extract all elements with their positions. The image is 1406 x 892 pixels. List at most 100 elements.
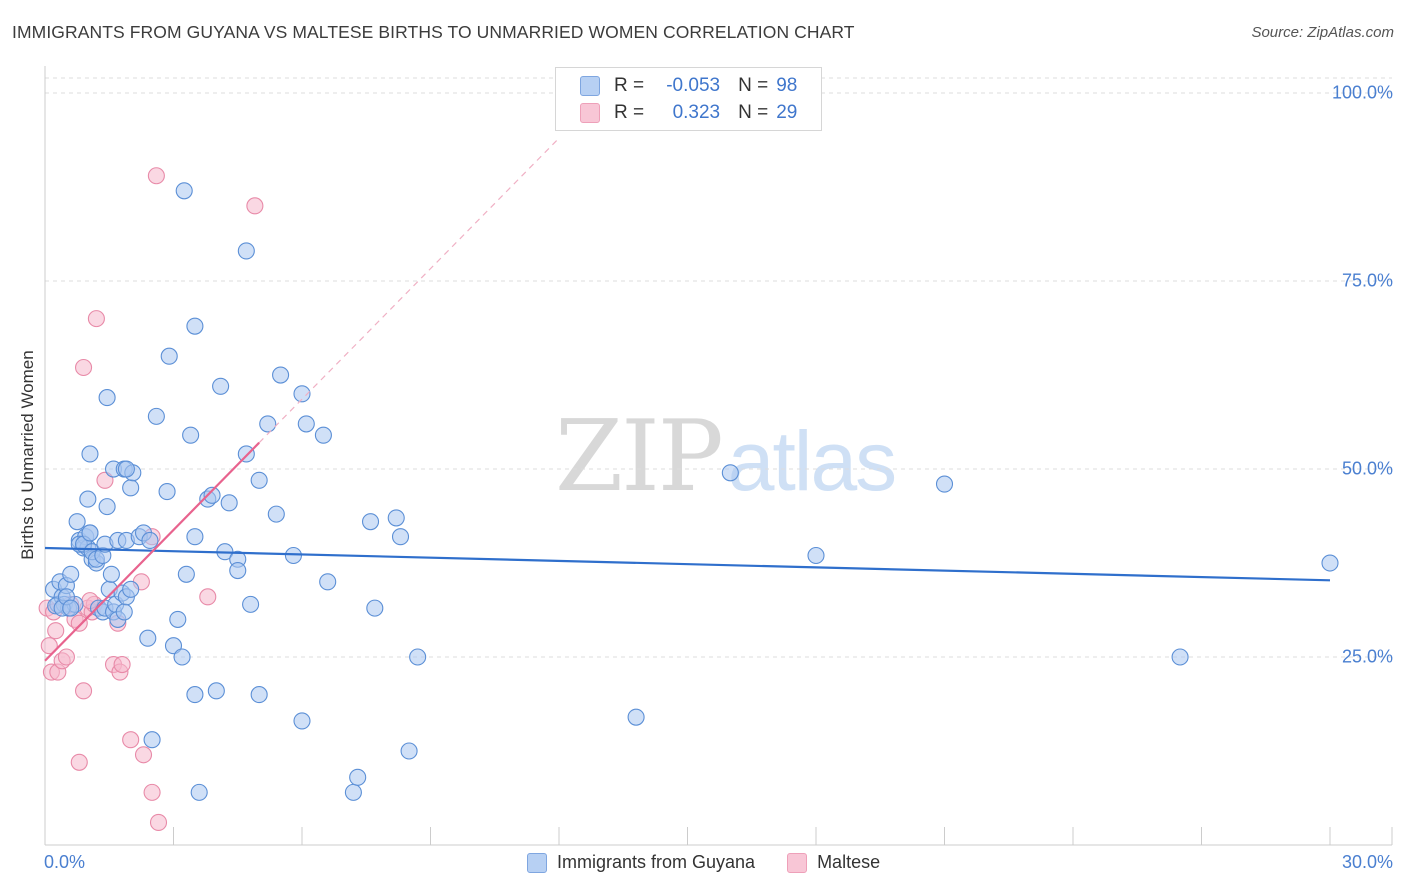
guyana-point bbox=[98, 389, 116, 407]
guyana-point bbox=[169, 610, 187, 628]
guyana-point bbox=[158, 483, 176, 501]
maltese-point bbox=[143, 783, 161, 801]
source-attribution: Source: ZipAtlas.com bbox=[1251, 24, 1394, 41]
guyana-point bbox=[122, 580, 140, 598]
series-legend-maltese: Maltese bbox=[787, 852, 880, 873]
legend-n-label: N = bbox=[738, 75, 769, 96]
guyana-point bbox=[62, 565, 80, 583]
guyana-point bbox=[366, 599, 384, 617]
legend-row-guyana: R = -0.053 N = 98 bbox=[580, 73, 797, 99]
y-tick-label: 50.0% bbox=[1341, 458, 1393, 479]
guyana-point bbox=[293, 712, 311, 730]
guyana-point bbox=[98, 498, 116, 516]
guyana-point bbox=[259, 415, 277, 433]
legend-r-value: -0.053 bbox=[666, 75, 721, 96]
guyana-point bbox=[79, 490, 97, 508]
maltese-point bbox=[147, 167, 165, 185]
guyana-point bbox=[284, 546, 302, 565]
guyana-point bbox=[297, 415, 315, 433]
watermark-zip: ZIP bbox=[555, 400, 724, 514]
guyana-point bbox=[935, 475, 954, 493]
legend-n-value: 98 bbox=[776, 75, 798, 96]
x-tick-label: 0.0% bbox=[44, 852, 86, 872]
guyana-point bbox=[267, 505, 285, 523]
guyana-point bbox=[203, 486, 221, 504]
series-label-guyana: Immigrants from Guyana bbox=[557, 852, 756, 872]
series-legend: Immigrants from Guyana Maltese bbox=[527, 852, 912, 873]
guyana-point bbox=[250, 686, 268, 704]
correlation-legend: R = -0.053 N = 98 R = 0.323 N = 29 bbox=[555, 67, 822, 131]
maltese-point bbox=[87, 310, 105, 328]
guyana-point bbox=[361, 513, 380, 531]
legend-swatch-blue bbox=[580, 76, 600, 96]
guyana-point bbox=[207, 682, 225, 700]
guyana-point bbox=[237, 242, 255, 260]
maltese-trend-line bbox=[44, 441, 260, 662]
guyana-point bbox=[190, 783, 208, 801]
guyana-trend-line bbox=[44, 546, 1331, 582]
legend-n-label: N = bbox=[738, 102, 769, 123]
guyana-point bbox=[143, 731, 161, 749]
guyana-point bbox=[139, 629, 157, 647]
guyana-point bbox=[147, 407, 165, 425]
watermark: ZIPatlas bbox=[555, 400, 897, 514]
guyana-point bbox=[177, 565, 195, 583]
maltese-point bbox=[113, 655, 131, 674]
maltese-point bbox=[40, 637, 58, 655]
guyana-point bbox=[115, 603, 133, 621]
guyana-point bbox=[62, 599, 80, 617]
guyana-point bbox=[212, 377, 230, 395]
maltese-point bbox=[134, 746, 153, 764]
guyana-point bbox=[164, 637, 183, 655]
maltese-point bbox=[96, 471, 114, 489]
guyana-point bbox=[250, 471, 268, 489]
maltese-point bbox=[75, 358, 93, 377]
guyana-point bbox=[721, 464, 739, 482]
guyana-point bbox=[68, 513, 86, 531]
maltese-trend-extension bbox=[258, 137, 560, 444]
guyana-point bbox=[807, 546, 825, 565]
guyana-point bbox=[272, 366, 290, 384]
legend-swatch-pink bbox=[580, 103, 600, 123]
y-tick-label: 100.0% bbox=[1331, 82, 1393, 103]
maltese-point bbox=[246, 197, 264, 215]
guyana-point bbox=[319, 573, 337, 591]
guyana-point bbox=[400, 742, 418, 760]
guyana-point bbox=[391, 528, 410, 546]
guyana-point bbox=[314, 426, 332, 444]
x-tick-label: 30.0% bbox=[1341, 852, 1393, 872]
guyana-point bbox=[293, 385, 311, 403]
maltese-point bbox=[199, 588, 217, 606]
guyana-point bbox=[173, 648, 191, 666]
maltese-point bbox=[70, 614, 88, 632]
guyana-point bbox=[102, 565, 120, 583]
series-label-maltese: Maltese bbox=[817, 852, 881, 872]
guyana-point bbox=[186, 686, 204, 704]
chart-title: IMMIGRANTS FROM GUYANA VS MALTESE BIRTHS… bbox=[12, 22, 855, 42]
maltese-point bbox=[149, 813, 168, 831]
guyana-point bbox=[141, 531, 159, 550]
guyana-point bbox=[242, 595, 260, 613]
series-legend-guyana: Immigrants from Guyana bbox=[527, 852, 755, 873]
guyana-point bbox=[220, 494, 238, 512]
maltese-point bbox=[57, 648, 75, 666]
maltese-point bbox=[75, 682, 93, 700]
legend-n-value: 29 bbox=[776, 102, 798, 123]
guyana-point bbox=[627, 708, 645, 726]
guyana-point bbox=[122, 479, 140, 497]
guyana-point bbox=[81, 524, 99, 542]
series-swatch-pink bbox=[787, 852, 808, 873]
legend-r-value: 0.323 bbox=[672, 102, 721, 123]
legend-r-label: R = bbox=[614, 102, 645, 123]
series-swatch-blue bbox=[527, 852, 547, 873]
legend-r-label: R = bbox=[614, 75, 645, 96]
guyana-point bbox=[117, 460, 135, 478]
guyana-point bbox=[409, 648, 427, 666]
guyana-point bbox=[344, 783, 362, 801]
guyana-point bbox=[160, 347, 178, 365]
guyana-point bbox=[387, 509, 405, 527]
guyana-point bbox=[186, 317, 204, 335]
y-tick-label: 25.0% bbox=[1341, 646, 1393, 667]
guyana-point bbox=[182, 426, 200, 444]
guyana-point bbox=[237, 445, 255, 463]
